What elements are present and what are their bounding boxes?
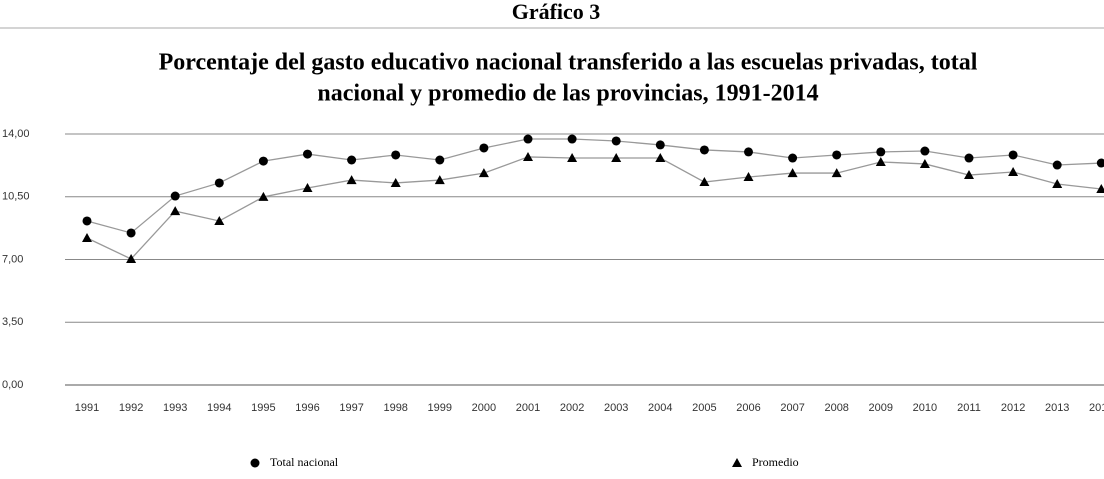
y-tick-label: 10,50: [2, 191, 30, 203]
x-tick-label: 2001: [516, 402, 540, 414]
marker: [611, 136, 621, 146]
marker: [788, 153, 798, 163]
x-tick-label: 1996: [295, 402, 319, 414]
marker: [478, 168, 489, 178]
marker: [1052, 160, 1062, 170]
marker: [743, 172, 754, 182]
y-tick-label: 3,50: [2, 316, 23, 328]
marker: [126, 228, 136, 238]
x-tick-label: 1997: [339, 402, 363, 414]
x-tick-label: 2005: [692, 402, 716, 414]
marker: [699, 177, 710, 187]
marker: [1008, 150, 1018, 160]
x-tick-label: 2013: [1045, 402, 1069, 414]
marker: [567, 153, 578, 163]
marker: [832, 150, 842, 160]
marker: [82, 232, 92, 242]
marker: [831, 168, 842, 178]
marker: [964, 153, 974, 163]
marker: [435, 155, 445, 165]
marker: [876, 147, 886, 157]
marker: [346, 175, 357, 185]
y-tick-label: 7,00: [2, 253, 23, 265]
marker: [170, 206, 181, 216]
x-tick-label: 1998: [383, 402, 407, 414]
chart-title: nacional y promedio de las provincias, 1…: [317, 81, 818, 107]
marker: [744, 147, 753, 157]
x-tick-label: 2010: [913, 402, 937, 414]
marker: [523, 151, 533, 161]
x-tick-label: 1999: [428, 402, 452, 414]
marker: [302, 182, 313, 192]
x-tick-label: 1995: [251, 402, 275, 414]
x-tick-label: 1994: [207, 402, 231, 414]
marker: [919, 158, 930, 168]
y-tick-label: 14,00: [2, 128, 30, 140]
marker: [391, 150, 401, 160]
x-tick-label: 2009: [869, 402, 893, 414]
x-tick-label: 1992: [119, 402, 143, 414]
x-tick-label: 2006: [736, 402, 760, 414]
x-tick-label: 1993: [163, 402, 187, 414]
y-tick-label: 0,00: [2, 379, 23, 391]
marker: [479, 143, 489, 153]
marker: [258, 191, 269, 201]
marker: [567, 134, 577, 144]
marker: [434, 175, 445, 185]
x-tick-label: 2002: [560, 402, 584, 414]
x-tick-label: 2000: [472, 402, 496, 414]
marker: [655, 140, 665, 150]
marker: [126, 253, 137, 263]
marker: [1096, 184, 1104, 194]
marker: [655, 153, 666, 163]
marker: [250, 458, 260, 468]
x-tick-label: 2014: [1089, 402, 1104, 414]
marker: [303, 149, 312, 159]
series-line: [86, 138, 1102, 234]
marker: [523, 134, 533, 144]
marker: [787, 168, 798, 178]
marker: [214, 178, 224, 188]
marker: [82, 216, 92, 226]
marker: [170, 191, 180, 201]
x-tick-label: 2004: [648, 402, 672, 414]
x-tick-label: 2007: [780, 402, 804, 414]
marker: [390, 177, 401, 187]
x-tick-label: 2008: [824, 402, 848, 414]
x-tick-label: 2003: [604, 402, 628, 414]
marker: [214, 215, 225, 225]
chart-heading: Gráfico 3: [512, 0, 601, 24]
x-tick-label: 1991: [75, 402, 99, 414]
x-tick-label: 2012: [1001, 402, 1025, 414]
marker: [258, 156, 268, 166]
marker: [1008, 167, 1019, 177]
series-line: [86, 156, 1102, 260]
marker: [699, 145, 709, 155]
marker: [920, 146, 930, 156]
legend-label: Total nacional: [270, 455, 339, 469]
marker: [1096, 158, 1104, 168]
marker: [611, 153, 622, 163]
marker: [875, 156, 886, 166]
marker: [732, 458, 742, 467]
marker: [1052, 179, 1063, 189]
marker: [347, 155, 357, 165]
marker: [964, 170, 974, 180]
chart-title: Porcentaje del gasto educativo nacional …: [159, 50, 978, 76]
x-tick-label: 2011: [957, 402, 981, 414]
legend-label: Promedio: [752, 455, 799, 469]
